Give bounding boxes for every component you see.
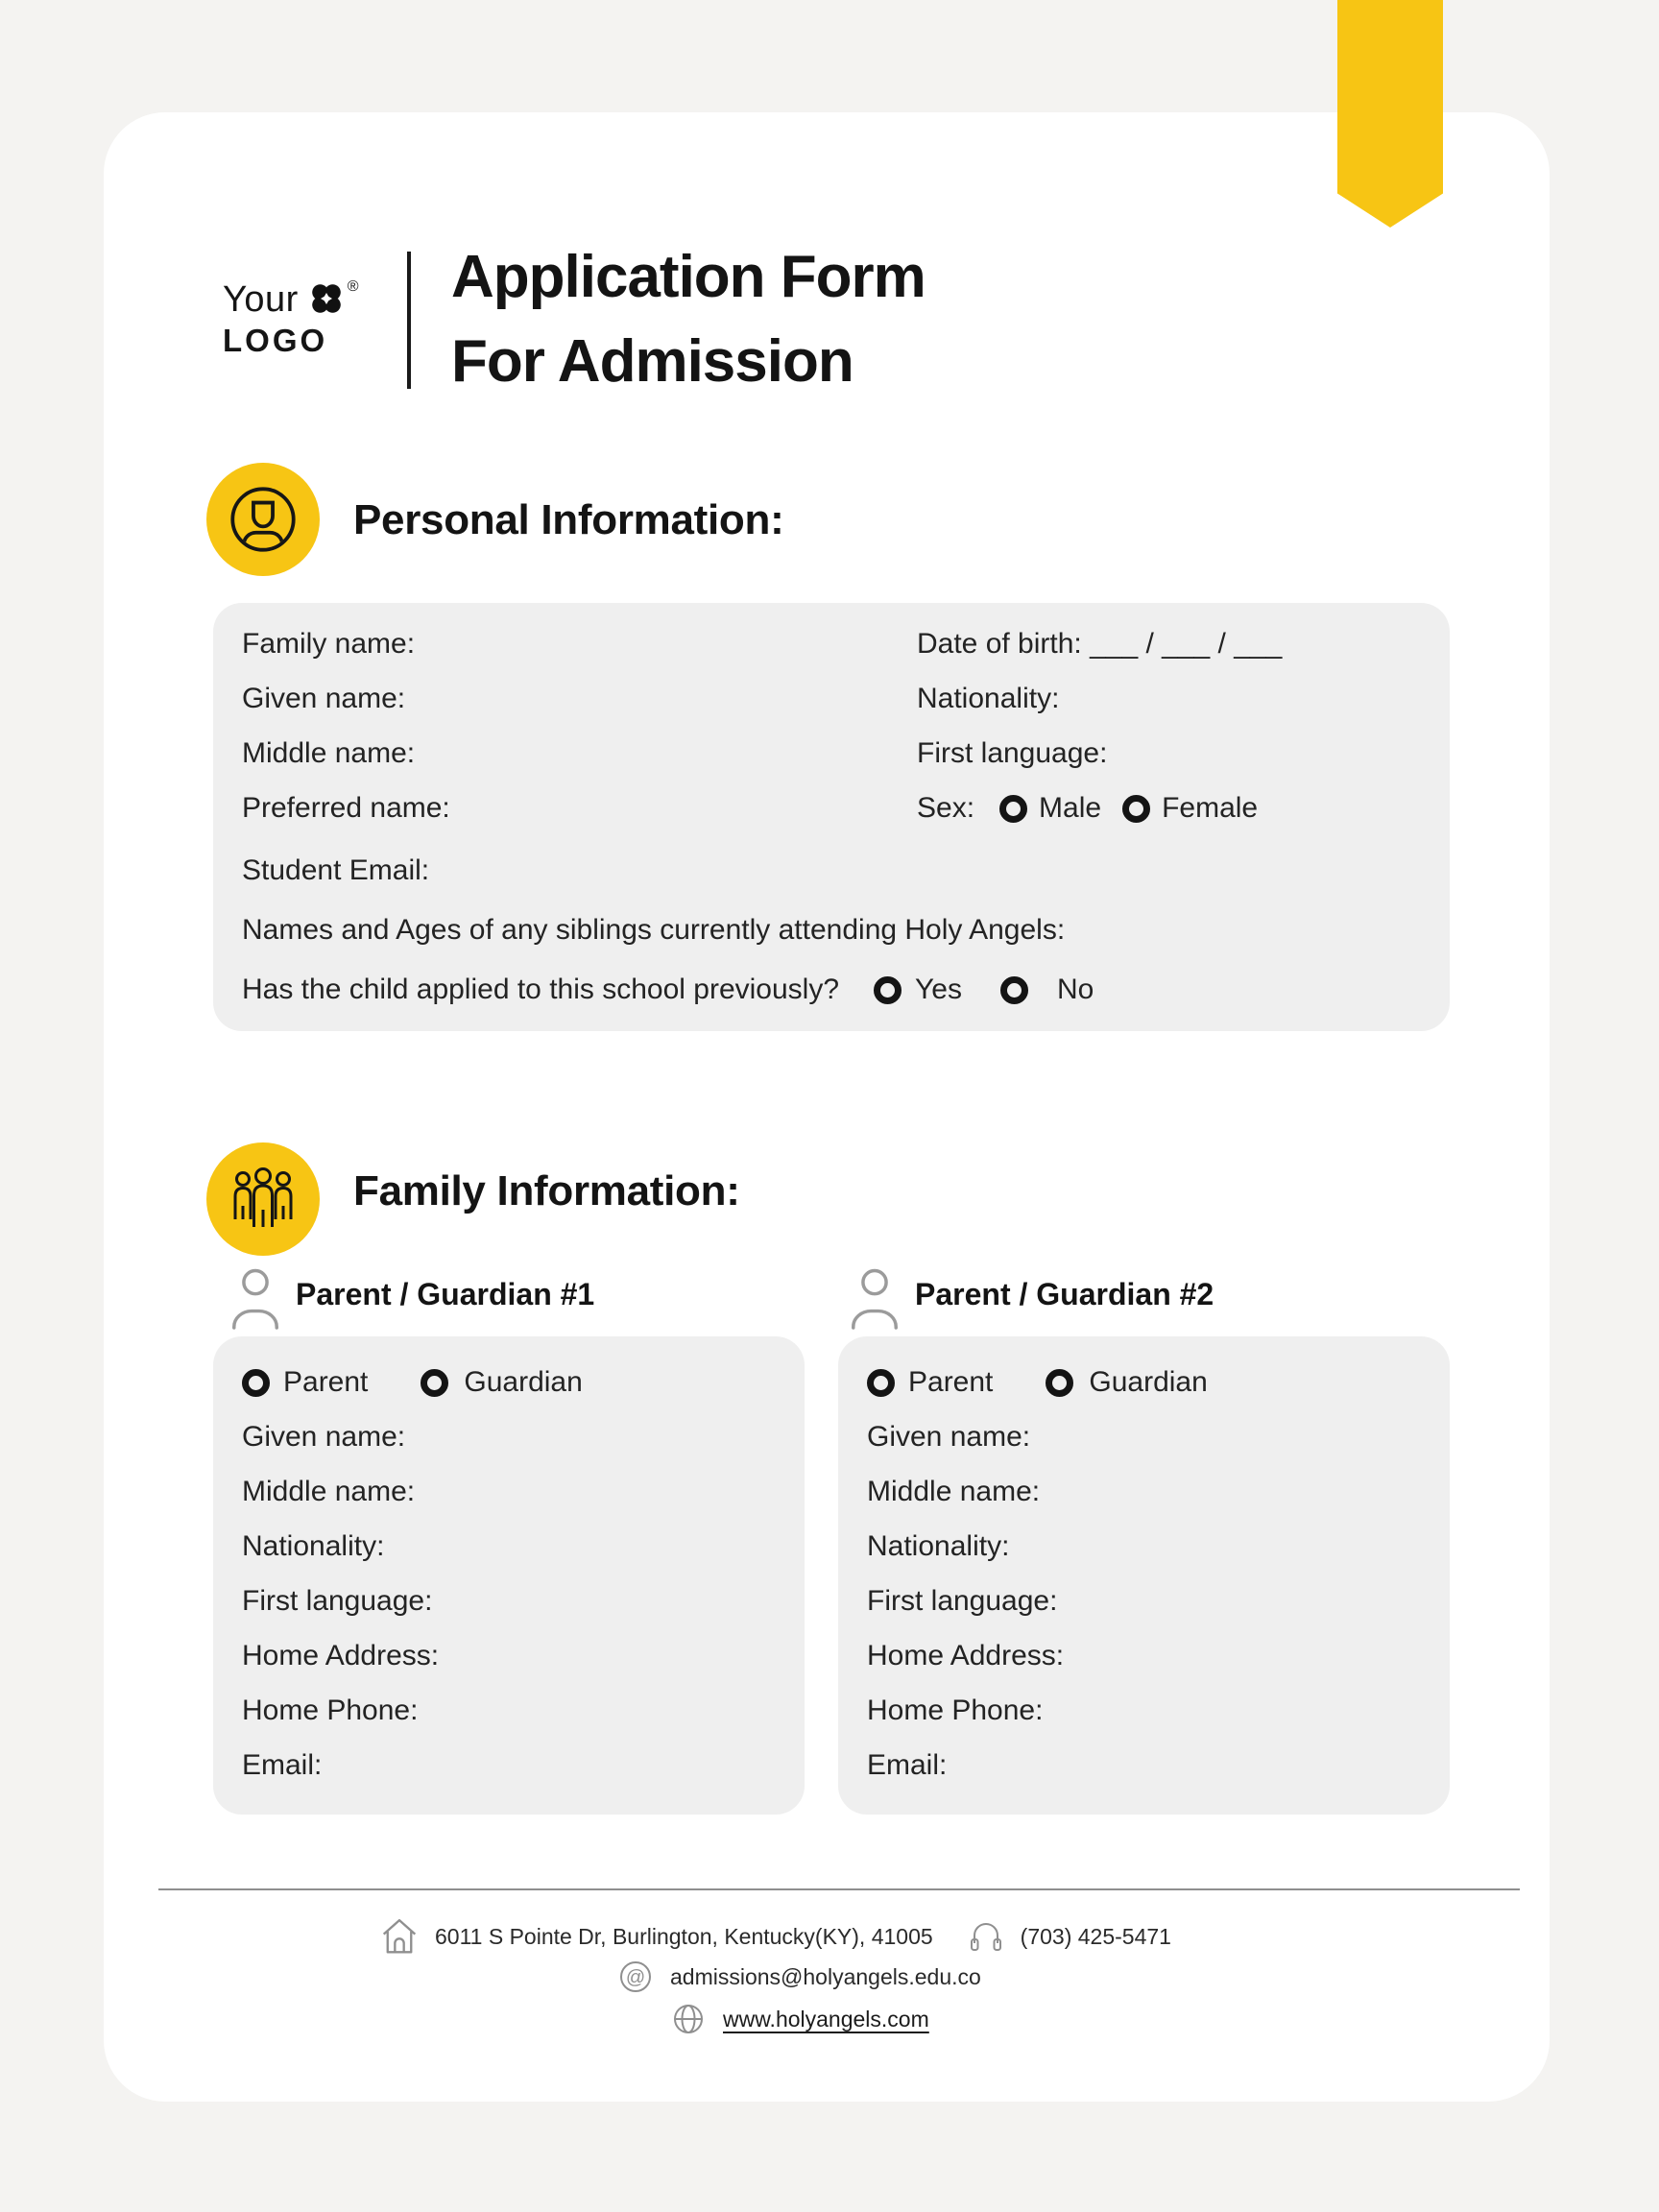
field-first-language: First language: — [917, 737, 1108, 769]
family-section-icon — [206, 1142, 320, 1256]
sex-female-radio[interactable] — [1122, 794, 1151, 823]
guardian1-parent-label: Parent — [283, 1366, 369, 1398]
logo-text-your: Your — [223, 279, 299, 320]
guardian2-parent-label: Parent — [908, 1366, 994, 1398]
clover-logo-icon — [311, 284, 341, 313]
footer-website-link[interactable]: www.holyangels.com — [723, 2006, 929, 2032]
logo-divider — [407, 252, 411, 389]
logo: Your ® LOGO — [223, 278, 360, 358]
headphones-icon — [968, 1920, 1004, 1953]
previous-yes-label: Yes — [915, 974, 962, 1005]
family-section-heading: Family Information: — [353, 1167, 740, 1214]
field-nationality: Nationality: — [917, 683, 1060, 714]
footer-line3: www.holyangels.com — [670, 2001, 929, 2037]
page-title-line1: Application Form — [451, 244, 926, 310]
personal-section-icon — [206, 463, 320, 576]
personal-section-heading: Personal Information: — [353, 496, 784, 543]
footer-address: 6011 S Pointe Dr, Burlington, Kentucky(K… — [435, 1923, 933, 1949]
guardian2-email: Email: — [867, 1749, 948, 1781]
page-title-line2: For Admission — [451, 328, 854, 395]
guardian1-box: Parent Guardian Given name: Middle name:… — [213, 1336, 805, 1815]
guardian2-box: Parent Guardian Given name: Middle name:… — [838, 1336, 1450, 1815]
personal-info-box: Family name: Date of birth: ___ / ___ / … — [213, 603, 1450, 1031]
home-icon — [380, 1916, 419, 1957]
registered-mark: ® — [347, 278, 360, 295]
footer-email: admissions@holyangels.edu.co — [670, 1963, 981, 1989]
guardian1-email: Email: — [242, 1749, 323, 1781]
guardian2-nationality: Nationality: — [867, 1530, 1010, 1562]
footer-line2: @ admissions@holyangels.edu.co — [617, 1959, 981, 1995]
sex-male-radio[interactable] — [999, 794, 1028, 823]
field-date-of-birth: Date of birth: ___ / ___ / ___ — [917, 628, 1283, 660]
guardian1-person-icon — [228, 1267, 283, 1335]
guardian1-parent-radio[interactable] — [242, 1368, 270, 1397]
sex-label: Sex: — [917, 792, 975, 824]
guardian1-home-address: Home Address: — [242, 1640, 440, 1671]
guardian2-given-name: Given name: — [867, 1421, 1031, 1453]
guardian1-home-phone: Home Phone: — [242, 1695, 419, 1726]
guardian2-guardian-radio[interactable] — [1046, 1368, 1074, 1397]
previous-question: Has the child applied to this school pre… — [242, 974, 840, 1005]
field-preferred-name: Preferred name: — [242, 792, 450, 824]
logo-text-logo: LOGO — [223, 323, 328, 358]
guardian2-first-language: First language: — [867, 1585, 1058, 1617]
footer-divider — [158, 1888, 1520, 1890]
guardian2-home-phone: Home Phone: — [867, 1695, 1044, 1726]
bookmark-ribbon-icon — [1337, 0, 1443, 228]
guardian2-person-icon — [847, 1267, 902, 1335]
guardian2-guardian-label: Guardian — [1089, 1366, 1208, 1398]
globe-icon — [670, 2001, 707, 2037]
guardian1-first-language: First language: — [242, 1585, 433, 1617]
page-title: Application Form For Admission — [451, 235, 926, 404]
guardian1-middle-name: Middle name: — [242, 1476, 416, 1507]
sex-female-label: Female — [1162, 792, 1259, 824]
guardian1-given-name: Given name: — [242, 1421, 406, 1453]
sex-male-label: Male — [1039, 792, 1102, 824]
field-given-name: Given name: — [242, 683, 406, 714]
guardian1-guardian-label: Guardian — [464, 1366, 583, 1398]
svg-text:@: @ — [626, 1967, 645, 1988]
footer-line1: 6011 S Pointe Dr, Burlington, Kentucky(K… — [380, 1916, 1171, 1957]
field-siblings: Names and Ages of any siblings currently… — [242, 914, 1066, 946]
previous-yes-radio[interactable] — [874, 975, 902, 1004]
guardian1-guardian-radio[interactable] — [421, 1368, 449, 1397]
guardian1-nationality: Nationality: — [242, 1530, 385, 1562]
previous-no-label: No — [1056, 974, 1094, 1005]
family-group-icon — [233, 1167, 293, 1227]
field-student-email: Student Email: — [242, 854, 430, 886]
guardian1-title: Parent / Guardian #1 — [296, 1277, 595, 1311]
guardian2-home-address: Home Address: — [867, 1640, 1065, 1671]
previous-no-radio[interactable] — [999, 975, 1028, 1004]
field-family-name: Family name: — [242, 628, 416, 660]
guardian2-middle-name: Middle name: — [867, 1476, 1041, 1507]
guardian2-title: Parent / Guardian #2 — [915, 1277, 1214, 1311]
footer-phone: (703) 425-5471 — [1020, 1923, 1171, 1949]
user-circle-icon — [230, 487, 296, 552]
at-icon: @ — [617, 1959, 654, 1995]
guardian2-parent-radio[interactable] — [867, 1368, 895, 1397]
field-middle-name: Middle name: — [242, 737, 416, 769]
